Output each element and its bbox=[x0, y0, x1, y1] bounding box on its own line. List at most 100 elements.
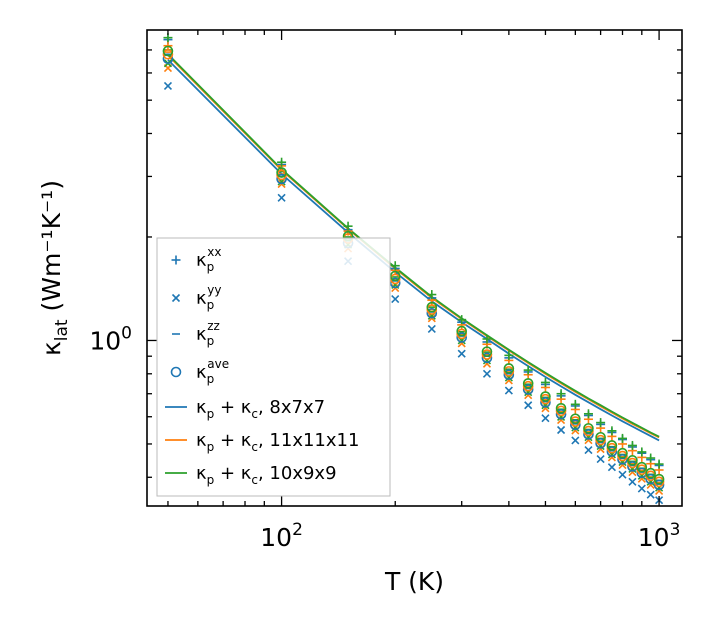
legend-marker bbox=[171, 293, 181, 303]
plot-area bbox=[162, 33, 665, 505]
legend-base: κ bbox=[196, 463, 207, 484]
legend-mid: + bbox=[214, 463, 241, 484]
data-point bbox=[456, 332, 468, 343]
x-tick-label: 102 bbox=[260, 520, 303, 552]
legend-sub: p bbox=[207, 440, 215, 454]
legend-label: κpxx bbox=[196, 245, 221, 274]
data-point bbox=[606, 446, 618, 457]
data-point bbox=[522, 378, 534, 389]
x-tick-label-base: 10 bbox=[260, 523, 292, 552]
y-label-unit: (Wm⁻¹K⁻¹) bbox=[37, 180, 66, 319]
data-point bbox=[163, 81, 173, 91]
data-point bbox=[481, 346, 493, 357]
legend-label: κpave bbox=[196, 357, 229, 386]
data-point bbox=[557, 425, 566, 435]
legend-sup: ave bbox=[207, 357, 229, 371]
data-point bbox=[617, 447, 628, 459]
data-point bbox=[541, 414, 550, 423]
data-point bbox=[646, 490, 655, 499]
data-point bbox=[162, 48, 174, 60]
data-point bbox=[555, 402, 567, 414]
x-tick-label: 103 bbox=[638, 520, 681, 552]
legend-mid: + bbox=[214, 397, 241, 418]
data-point bbox=[571, 436, 580, 445]
y-tick-label: 100 bbox=[89, 323, 132, 355]
data-point bbox=[504, 386, 513, 395]
data-point bbox=[162, 53, 174, 65]
legend-sub: p bbox=[207, 473, 215, 487]
legend-rest: , 10x9x9 bbox=[258, 463, 337, 484]
legend-label: κpyy bbox=[196, 283, 221, 312]
data-point bbox=[162, 45, 174, 57]
data-point bbox=[583, 423, 594, 434]
data-point bbox=[522, 380, 534, 392]
data-point bbox=[570, 419, 581, 431]
data-point bbox=[457, 349, 466, 358]
legend-base: κ bbox=[196, 288, 207, 309]
data-point bbox=[426, 301, 438, 313]
data-point bbox=[617, 454, 628, 465]
legend-label: κpzz bbox=[196, 319, 220, 348]
legend-sub: p bbox=[207, 334, 215, 348]
data-point bbox=[618, 470, 627, 479]
data-point bbox=[389, 277, 401, 289]
data-point bbox=[522, 384, 534, 395]
data-point bbox=[584, 445, 593, 455]
y-label-kappa: κ bbox=[37, 341, 66, 356]
data-point bbox=[570, 416, 581, 427]
data-point bbox=[456, 325, 468, 337]
data-point bbox=[653, 479, 665, 491]
legend-sub: p bbox=[207, 260, 215, 274]
data-point bbox=[607, 463, 616, 472]
x-axis-label: T (K) bbox=[384, 567, 444, 596]
y-axis-label: κlat (Wm⁻¹K⁻¹) bbox=[37, 180, 72, 356]
legend-sub: p bbox=[207, 298, 215, 312]
legend-base: κ bbox=[196, 324, 207, 345]
data-point bbox=[426, 307, 438, 319]
data-point bbox=[503, 366, 515, 377]
y-tick-label-exp: 0 bbox=[121, 323, 132, 343]
legend-base2: κ bbox=[241, 463, 252, 484]
data-point bbox=[636, 461, 648, 473]
data-point bbox=[653, 473, 665, 485]
legend-sup: yy bbox=[207, 283, 221, 297]
data-point bbox=[389, 273, 401, 285]
legend-sub: p bbox=[207, 372, 215, 386]
data-point bbox=[277, 193, 286, 202]
legend-base2: κ bbox=[241, 430, 252, 451]
data-point bbox=[595, 431, 606, 443]
legend-sup: zz bbox=[207, 319, 220, 333]
line-series bbox=[167, 53, 660, 438]
legend-mid: + bbox=[214, 430, 241, 451]
legend-marker bbox=[170, 366, 182, 378]
data-point bbox=[427, 324, 436, 334]
data-point bbox=[389, 270, 401, 282]
data-point bbox=[627, 455, 638, 466]
y-label-sub: lat bbox=[52, 319, 72, 341]
data-point bbox=[391, 294, 400, 304]
data-point bbox=[481, 349, 493, 360]
legend-base: κ bbox=[196, 397, 207, 418]
data-point bbox=[583, 429, 594, 440]
data-point bbox=[637, 484, 646, 493]
x-tick-label-base: 10 bbox=[638, 523, 670, 552]
legend-label: κp + κc, 8x7x7 bbox=[196, 397, 325, 421]
data-point bbox=[555, 408, 567, 420]
legend-sub2: c bbox=[251, 407, 258, 421]
x-tick-label-exp: 3 bbox=[670, 520, 681, 540]
data-point bbox=[595, 438, 606, 449]
data-point bbox=[595, 434, 606, 446]
data-point bbox=[503, 369, 515, 381]
legend-base: κ bbox=[196, 430, 207, 451]
data-point bbox=[628, 477, 637, 486]
legend-rest: , 8x7x7 bbox=[258, 397, 325, 418]
legend-sup: xx bbox=[207, 245, 221, 259]
data-point bbox=[456, 328, 468, 340]
legend-base2: κ bbox=[241, 397, 252, 418]
data-point bbox=[617, 450, 628, 462]
data-point bbox=[276, 167, 287, 178]
data-point bbox=[645, 467, 656, 479]
data-point bbox=[596, 454, 605, 464]
